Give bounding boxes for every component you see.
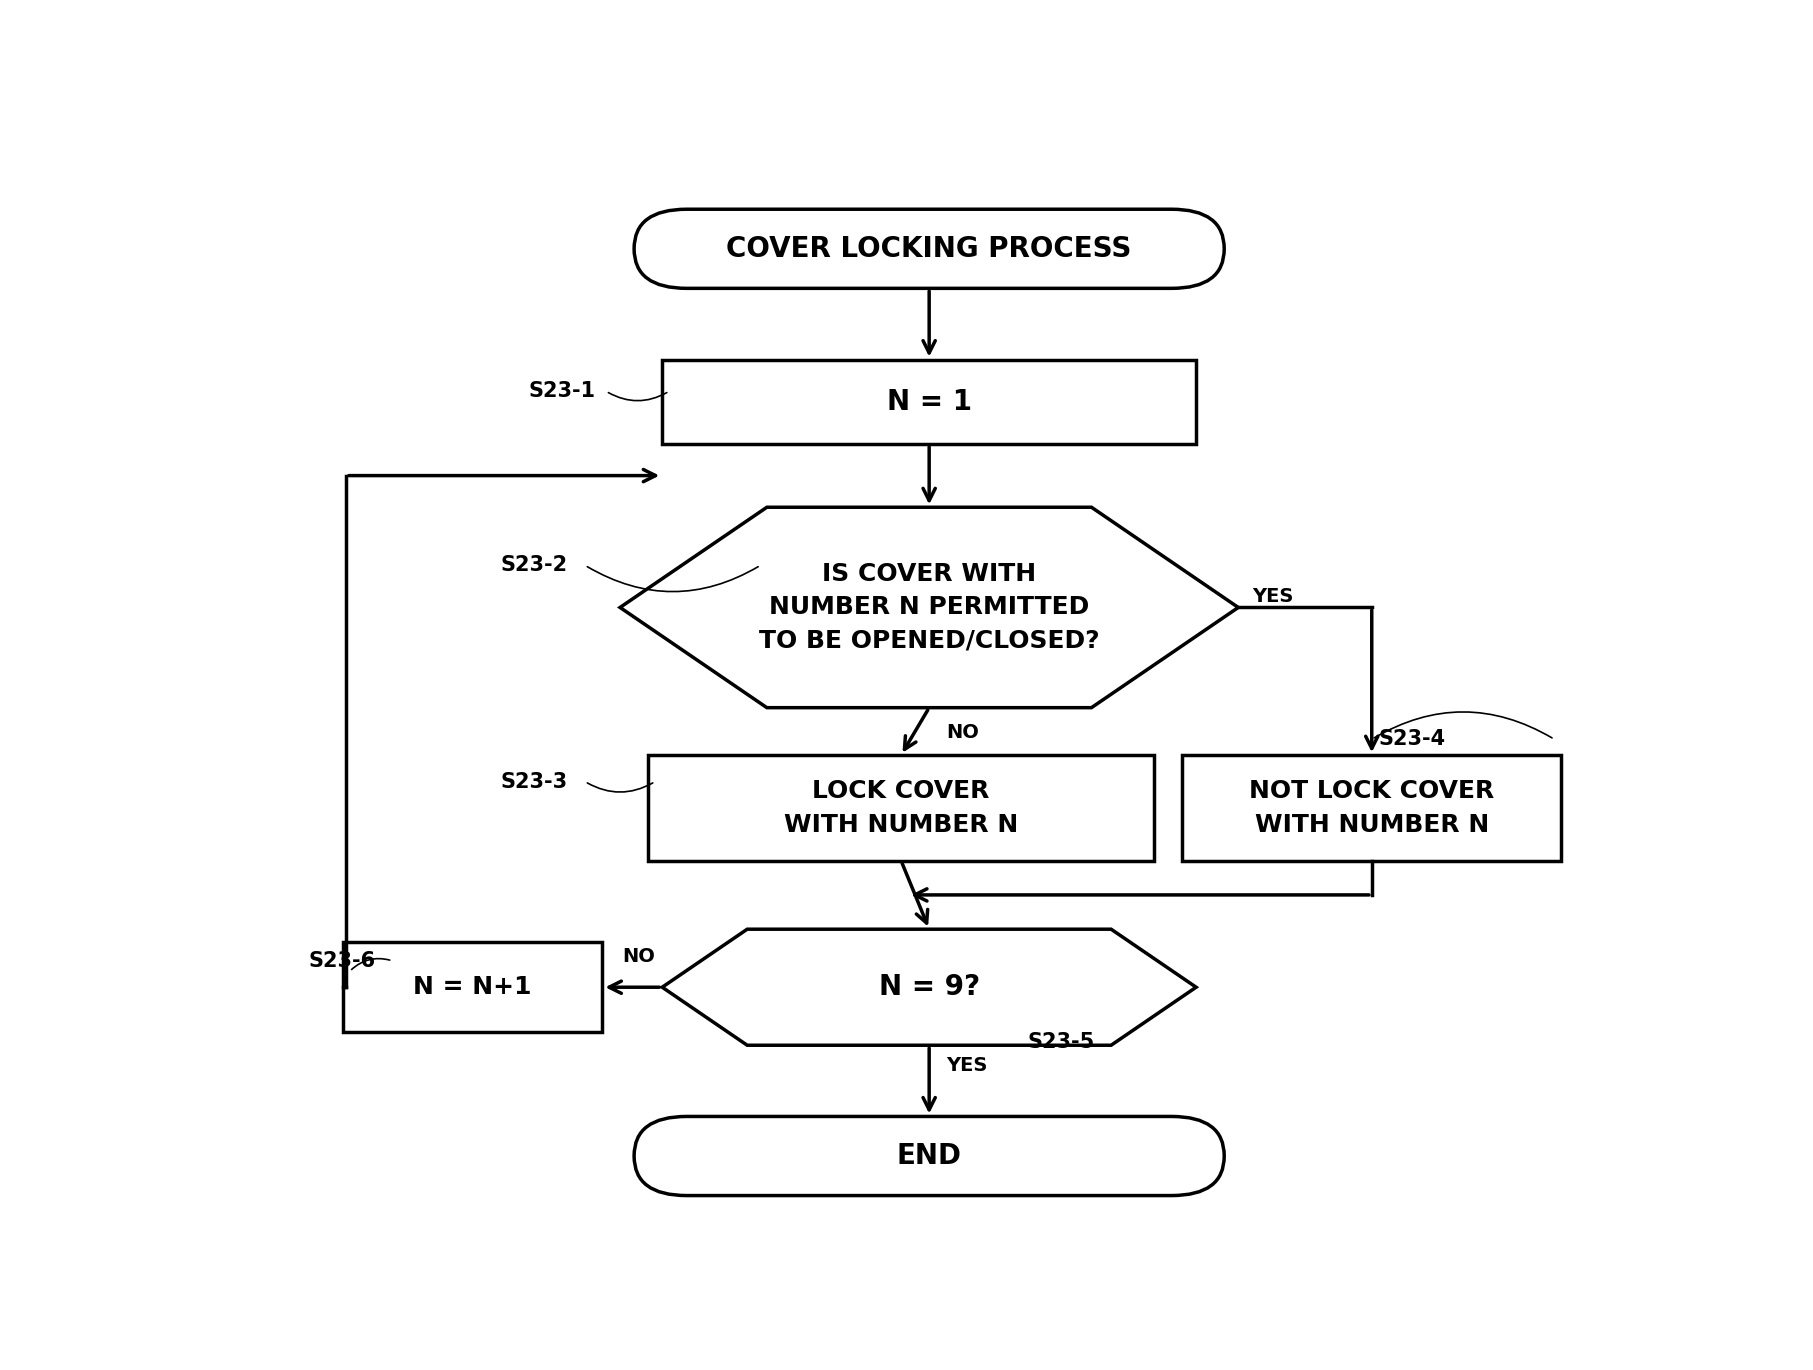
Text: NOT LOCK COVER
WITH NUMBER N: NOT LOCK COVER WITH NUMBER N bbox=[1249, 780, 1494, 837]
Bar bbox=[1182, 755, 1561, 860]
Text: N = 9?: N = 9? bbox=[879, 973, 979, 1001]
Text: S23-3: S23-3 bbox=[500, 771, 567, 792]
Text: IS COVER WITH
NUMBER N PERMITTED
TO BE OPENED/CLOSED?: IS COVER WITH NUMBER N PERMITTED TO BE O… bbox=[760, 562, 1099, 653]
Text: YES: YES bbox=[946, 1056, 988, 1075]
Text: LOCK COVER
WITH NUMBER N: LOCK COVER WITH NUMBER N bbox=[783, 780, 1019, 837]
FancyBboxPatch shape bbox=[635, 210, 1224, 288]
Text: COVER LOCKING PROCESS: COVER LOCKING PROCESS bbox=[727, 234, 1131, 263]
Text: N = N+1: N = N+1 bbox=[413, 975, 531, 999]
Bar bbox=[343, 943, 602, 1032]
Text: NO: NO bbox=[622, 947, 654, 966]
Bar bbox=[649, 755, 1155, 860]
Text: S23-2: S23-2 bbox=[500, 555, 567, 575]
Text: YES: YES bbox=[1253, 588, 1294, 607]
FancyBboxPatch shape bbox=[635, 1117, 1224, 1196]
Text: NO: NO bbox=[946, 723, 979, 743]
Text: S23-1: S23-1 bbox=[529, 381, 596, 401]
Polygon shape bbox=[662, 929, 1197, 1045]
Text: S23-6: S23-6 bbox=[308, 951, 375, 971]
Bar bbox=[662, 359, 1197, 444]
Polygon shape bbox=[620, 507, 1238, 708]
Text: N = 1: N = 1 bbox=[887, 388, 972, 415]
Text: END: END bbox=[897, 1143, 961, 1170]
Text: S23-4: S23-4 bbox=[1380, 729, 1447, 749]
Text: S23-5: S23-5 bbox=[1028, 1032, 1095, 1052]
